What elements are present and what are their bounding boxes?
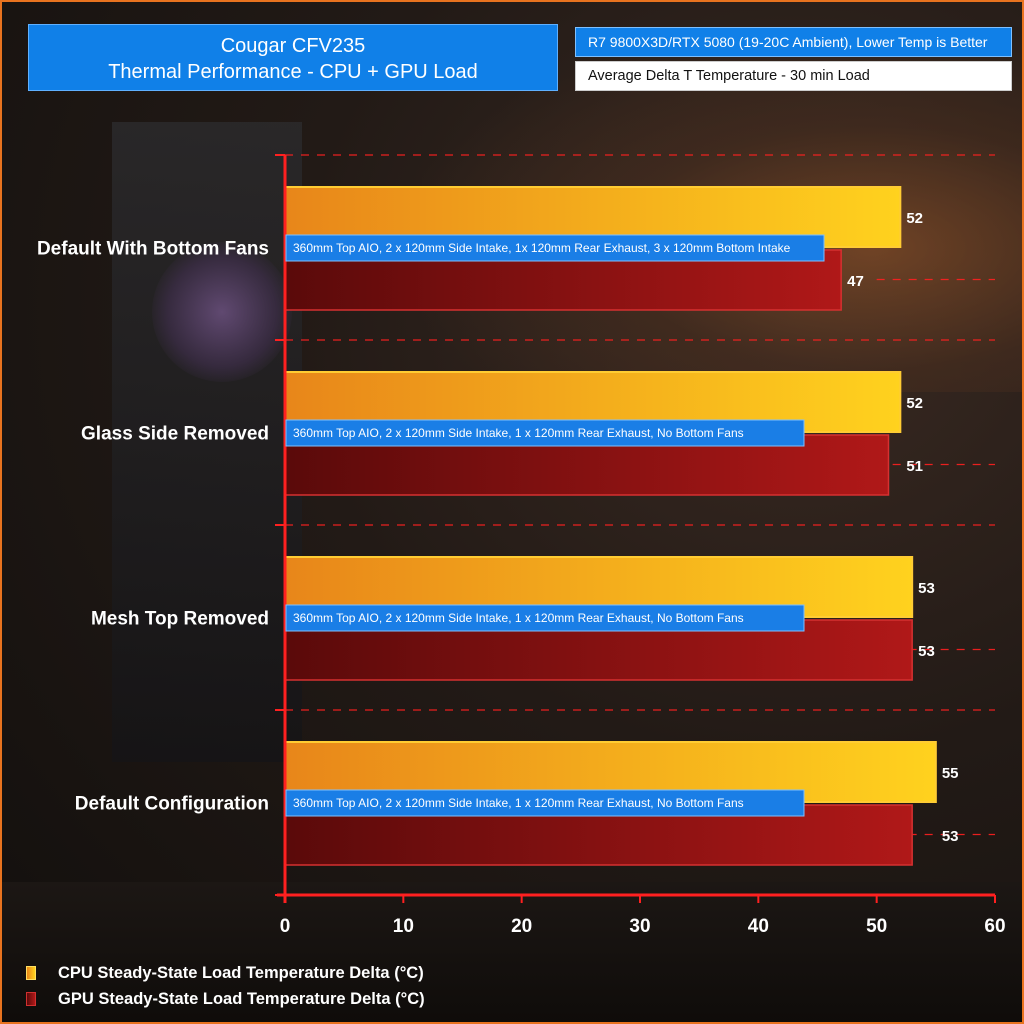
configuration-note-box (285, 234, 825, 262)
legend: CPU Steady-State Load Temperature Delta … (26, 960, 425, 1012)
chart-title-box: Cougar CFV235 Thermal Performance - CPU … (28, 24, 558, 91)
x-tick-label: 10 (393, 916, 414, 937)
category-label: Glass Side Removed (81, 424, 269, 445)
legend-swatch-cpu (26, 966, 36, 980)
configuration-note: 360mm Top AIO, 2 x 120mm Side Intake, 1x… (293, 241, 791, 255)
configuration-note: 360mm Top AIO, 2 x 120mm Side Intake, 1 … (293, 611, 744, 625)
legend-item-cpu: CPU Steady-State Load Temperature Delta … (26, 960, 425, 986)
cpu-value-label: 52 (906, 395, 923, 412)
configuration-note-box (285, 789, 805, 817)
gpu-value-label: 51 (906, 458, 923, 475)
gpu-value-label: 53 (942, 828, 959, 845)
legend-item-gpu: GPU Steady-State Load Temperature Delta … (26, 986, 425, 1012)
legend-swatch-gpu (26, 992, 36, 1006)
background-fan-glow (152, 242, 292, 382)
x-tick-label: 40 (748, 916, 769, 937)
legend-label-gpu: GPU Steady-State Load Temperature Delta … (58, 989, 425, 1008)
chart-subtitle: Thermal Performance - CPU + GPU Load (108, 61, 478, 83)
cpu-value-label: 55 (942, 765, 959, 782)
configuration-note: 360mm Top AIO, 2 x 120mm Side Intake, 1 … (293, 426, 744, 440)
cpu-value-label: 52 (906, 210, 923, 227)
configuration-note-box (285, 419, 805, 447)
x-tick-label: 50 (866, 916, 887, 937)
x-tick-label: 20 (511, 916, 532, 937)
gpu-value-label: 53 (918, 643, 935, 660)
category-label: Default Configuration (75, 794, 269, 815)
labels-layer: 52 47 Default With Bottom Fans 360mm Top AI… (37, 210, 1006, 937)
x-tick-label: 60 (984, 916, 1005, 937)
category-label: Mesh Top Removed (91, 609, 269, 630)
axis-layer (275, 154, 996, 903)
background-desk (2, 882, 1022, 1022)
cpu-value-label: 53 (918, 580, 935, 597)
configuration-note: 360mm Top AIO, 2 x 120mm Side Intake, 1 … (293, 796, 744, 810)
configuration-note-box (285, 604, 805, 632)
chart-title: Cougar CFV235 (220, 35, 366, 57)
background-case-photo (112, 122, 302, 762)
x-tick-label: 30 (629, 916, 650, 937)
bars-layer (284, 186, 937, 866)
x-tick-label: 0 (280, 916, 291, 937)
gpu-value-label: 47 (847, 273, 864, 290)
test-conditions-box: R7 9800X3D/RTX 5080 (19-20C Ambient), Lo… (575, 27, 1012, 57)
legend-label-cpu: CPU Steady-State Load Temperature Delta … (58, 963, 424, 982)
category-label: Default With Bottom Fans (37, 239, 269, 260)
metric-box: Average Delta T Temperature - 30 min Loa… (575, 61, 1012, 91)
